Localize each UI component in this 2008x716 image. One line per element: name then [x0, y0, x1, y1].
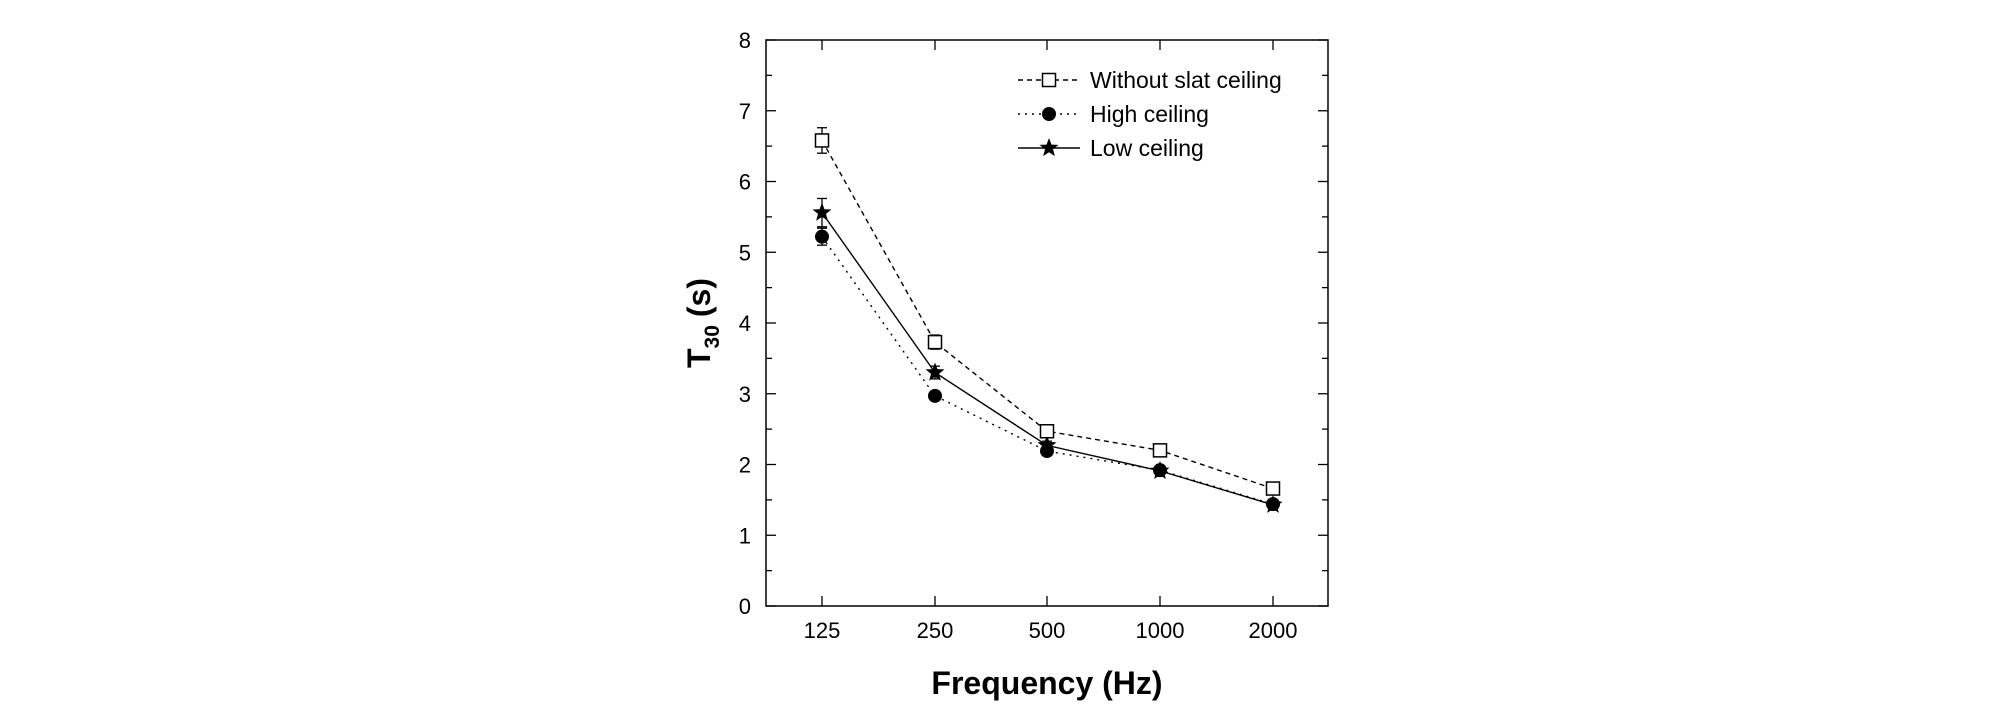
y-tick-label: 6 [739, 170, 751, 195]
legend-marker [1039, 138, 1059, 157]
data-point [1265, 481, 1281, 496]
series-line-1 [821, 236, 1274, 505]
y-tick-label: 2 [739, 453, 751, 478]
y-axis-title-unit: (s) [681, 278, 717, 317]
data-point [1152, 443, 1168, 458]
data-point [1037, 435, 1057, 454]
data-point [928, 388, 942, 403]
x-tick-labels: 125 250 500 1000 2000 [804, 618, 1298, 643]
legend-marker [1041, 72, 1057, 88]
x-tick-label: 250 [917, 618, 954, 643]
legend-label: Low ceiling [1090, 135, 1204, 161]
y-tick-label: 7 [739, 99, 751, 124]
data-point [925, 362, 945, 381]
legend-item: Low ceiling [1018, 135, 1204, 161]
x-tick-label: 1000 [1136, 618, 1185, 643]
series-line-2 [821, 212, 1274, 506]
data-point [815, 229, 829, 244]
series-line-0 [821, 140, 1274, 490]
legend-item: High ceiling [1018, 101, 1209, 127]
plot-frame [765, 39, 1329, 607]
y-axis-title: T30 (s) [681, 278, 724, 368]
data-point [812, 202, 832, 221]
y-axis-title-subscript: 30 [701, 325, 724, 348]
y-tick-label: 0 [739, 594, 751, 619]
y-tick-label: 3 [739, 382, 751, 407]
y-tick-labels: 0 1 2 3 4 5 6 7 8 [739, 28, 751, 619]
legend: Without slat ceiling High ceiling Low ceil… [1018, 67, 1282, 161]
y-tick-label: 8 [739, 28, 751, 53]
y-axis-title-main: T [681, 348, 717, 368]
x-axis-title: Frequency (Hz) [931, 665, 1162, 701]
data-point [927, 334, 943, 350]
y-tick-label: 5 [739, 240, 751, 265]
axis-ticks [766, 39, 1328, 607]
y-tick-label: 4 [739, 311, 751, 336]
data-point [1039, 423, 1055, 439]
y-tick-label: 1 [739, 523, 751, 548]
x-tick-label: 125 [804, 618, 841, 643]
x-tick-label: 2000 [1249, 618, 1298, 643]
series-layer [812, 127, 1283, 513]
legend-item: Without slat ceiling [1018, 67, 1282, 93]
data-point [1150, 460, 1170, 479]
data-point [814, 133, 830, 148]
legend-label: Without slat ceiling [1090, 67, 1282, 93]
legend-label: High ceiling [1090, 101, 1209, 127]
legend-marker [1042, 107, 1056, 121]
data-point [1263, 494, 1283, 513]
x-tick-label: 500 [1029, 618, 1066, 643]
